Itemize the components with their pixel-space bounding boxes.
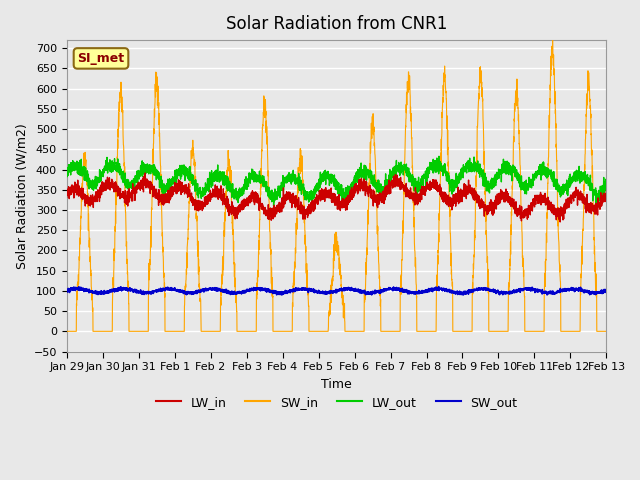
Title: Solar Radiation from CNR1: Solar Radiation from CNR1: [226, 15, 447, 33]
X-axis label: Time: Time: [321, 377, 352, 391]
Y-axis label: Solar Radiation (W/m2): Solar Radiation (W/m2): [15, 123, 28, 269]
Legend: LW_in, SW_in, LW_out, SW_out: LW_in, SW_in, LW_out, SW_out: [150, 391, 522, 414]
Text: SI_met: SI_met: [77, 52, 125, 65]
